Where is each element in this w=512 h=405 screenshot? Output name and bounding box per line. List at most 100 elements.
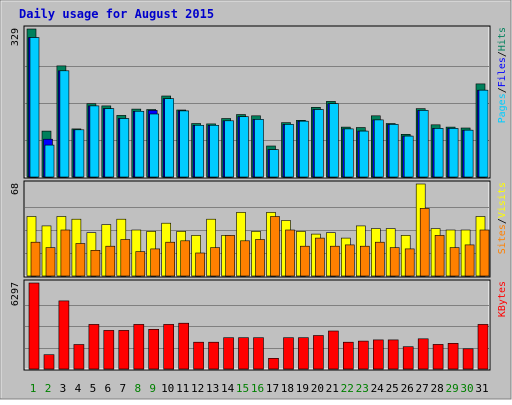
bar-sites-day-1 xyxy=(30,241,41,277)
bar-pages-day-23 xyxy=(358,130,369,178)
bar-kbytes-day-24 xyxy=(372,339,384,370)
bar-pages-day-4 xyxy=(74,129,85,178)
x-tick-label-day-10: 10 xyxy=(161,382,174,395)
x-tick-label-day-22: 22 xyxy=(341,382,354,395)
bar-pages-day-5 xyxy=(89,105,100,178)
x-tick-label-day-16: 16 xyxy=(251,382,264,395)
bar-pages-day-18 xyxy=(284,124,294,178)
plot-frame-kbytes xyxy=(23,279,491,371)
bar-pages-day-2 xyxy=(44,144,55,178)
bar-kbytes-day-10 xyxy=(163,324,174,370)
x-tick-label-day-27: 27 xyxy=(415,382,428,395)
bar-kbytes-day-6 xyxy=(103,330,115,370)
bar-pages-day-21 xyxy=(329,103,339,178)
x-tick-label-day-23: 23 xyxy=(356,382,369,395)
bar-kbytes-day-19 xyxy=(298,337,309,370)
chart-title: Daily usage for August 2015 xyxy=(19,7,214,21)
bar-sites-day-2 xyxy=(45,247,56,277)
plot-frame-visits-sites xyxy=(23,180,491,278)
bar-kbytes-day-5 xyxy=(88,324,100,370)
bar-kbytes-day-15 xyxy=(238,337,249,370)
bar-pages-day-31 xyxy=(478,89,489,178)
legend-separator: / xyxy=(497,87,508,93)
bar-kbytes-day-2 xyxy=(43,354,55,370)
x-tick-label-day-12: 12 xyxy=(191,382,204,395)
bar-sites-day-28 xyxy=(434,235,445,277)
bar-kbytes-day-1 xyxy=(28,282,40,370)
x-tick-label-day-2: 2 xyxy=(45,382,52,395)
legend-kbytes: KBytes xyxy=(497,281,508,317)
bar-kbytes-day-13 xyxy=(208,341,219,370)
x-tick-label-day-9: 9 xyxy=(149,382,156,395)
bar-sites-day-23 xyxy=(359,245,370,277)
legend-hits-files-pages: Pages/Files/Hits xyxy=(497,27,508,123)
bar-pages-day-12 xyxy=(194,125,204,178)
bar-sites-day-21 xyxy=(330,245,340,277)
x-tick-label-day-11: 11 xyxy=(176,382,189,395)
legend-item-visits: Visits xyxy=(497,182,508,218)
bar-kbytes-day-23 xyxy=(357,340,369,370)
bar-pages-day-9 xyxy=(149,113,159,178)
bar-pages-day-29 xyxy=(448,128,459,178)
legend-item-pages: Pages xyxy=(497,93,508,123)
x-tick-label-day-18: 18 xyxy=(281,382,294,395)
panel-kbytes: 6297 KBytes xyxy=(10,279,508,371)
bar-kbytes-day-20 xyxy=(313,335,324,370)
bar-kbytes-day-4 xyxy=(73,344,85,370)
bar-kbytes-day-16 xyxy=(253,337,264,370)
bar-sites-day-5 xyxy=(90,250,101,277)
bar-pages-day-25 xyxy=(388,124,399,178)
bar-pages-day-17 xyxy=(269,149,279,178)
bar-pages-day-1 xyxy=(29,37,40,178)
bar-sites-day-6 xyxy=(105,245,116,277)
y-max-label-kbytes: 6297 xyxy=(10,282,21,306)
x-tick-label-day-3: 3 xyxy=(60,382,67,395)
bar-kbytes-day-18 xyxy=(283,337,294,370)
bar-sites-day-25 xyxy=(389,247,400,277)
legend-visits-sites: Sites/Visits xyxy=(497,182,508,254)
legend-item-hits: Hits xyxy=(497,27,508,51)
bar-pages-day-3 xyxy=(59,70,70,178)
bar-kbytes-day-22 xyxy=(342,341,354,370)
x-tick-label-day-25: 25 xyxy=(386,382,399,395)
bar-kbytes-day-26 xyxy=(402,346,414,370)
bar-sites-day-11 xyxy=(180,240,190,277)
x-tick-label-day-24: 24 xyxy=(371,382,385,395)
legend-item-kbytes: KBytes xyxy=(497,281,508,317)
x-tick-label-day-17: 17 xyxy=(266,382,279,395)
bar-sites-day-18 xyxy=(285,229,295,277)
bar-kbytes-day-29 xyxy=(447,342,459,370)
x-tick-label-day-28: 28 xyxy=(430,382,443,395)
x-tick-label-day-14: 14 xyxy=(221,382,235,395)
panel-visits-sites: 68 Sites/Visits xyxy=(10,180,508,278)
legend-separator: / xyxy=(497,51,508,57)
x-tick-label-day-29: 29 xyxy=(445,382,458,395)
x-tick-label-day-1: 1 xyxy=(30,382,37,395)
bar-pages-day-15 xyxy=(239,116,249,178)
legend-item-files: Files xyxy=(497,57,508,87)
x-tick-label-day-21: 21 xyxy=(326,382,339,395)
bar-pages-day-30 xyxy=(463,129,474,178)
bar-pages-day-8 xyxy=(134,111,145,178)
bar-kbytes-day-27 xyxy=(417,338,429,370)
bar-kbytes-day-31 xyxy=(477,324,489,370)
bar-pages-day-14 xyxy=(224,120,234,178)
x-axis-labels: 1 2 3 4 5 6 7 8 9 10 11 12 13 14 15 16 17 18 19 20 21 22 23 24 2… xyxy=(30,382,489,395)
bar-sites-day-17 xyxy=(270,216,280,277)
bar-sites-day-7 xyxy=(120,239,131,277)
bar-sites-day-3 xyxy=(60,229,71,277)
x-tick-label-day-19: 19 xyxy=(296,382,309,395)
bar-kbytes-day-11 xyxy=(178,322,189,370)
bar-sites-day-15 xyxy=(240,240,250,277)
x-tick-label-day-6: 6 xyxy=(104,382,111,395)
bar-sites-day-20 xyxy=(315,237,325,277)
x-tick-label-day-26: 26 xyxy=(401,382,414,395)
bar-sites-day-16 xyxy=(255,239,265,277)
bar-pages-day-11 xyxy=(179,110,189,178)
bar-pages-day-6 xyxy=(104,108,115,178)
bar-sites-day-4 xyxy=(75,243,86,277)
bar-pages-day-19 xyxy=(299,120,309,178)
